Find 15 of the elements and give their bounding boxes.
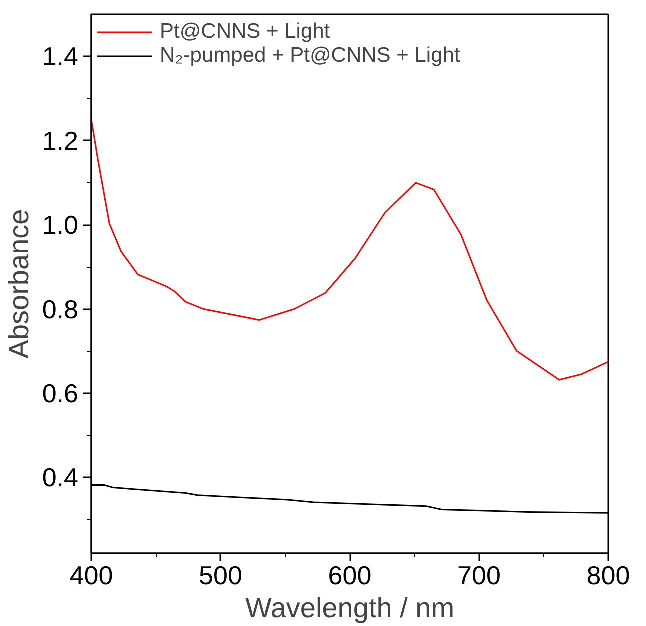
x-tick-label: 600 — [328, 560, 372, 590]
x-tick-label: 500 — [199, 560, 242, 590]
legend-label: Pt@CNNS + Light — [160, 20, 330, 44]
x-axis-title: Wavelength / nm — [245, 592, 455, 624]
y-tick-label: 1.4 — [42, 42, 79, 72]
legend-label: N₂-pumped + Pt@CNNS + Light — [160, 44, 460, 68]
y-tick-label: 1.0 — [42, 210, 79, 240]
y-tick-label: 1.2 — [42, 126, 79, 156]
y-tick-label: 0.4 — [42, 462, 79, 493]
x-tick-label: 800 — [586, 560, 630, 590]
y-tick-label: 0.6 — [42, 378, 79, 408]
y-axis-title: Absorbance — [3, 209, 34, 359]
x-tick-label: 400 — [70, 560, 114, 590]
x-tick-label: 700 — [458, 560, 501, 590]
y-tick-label: 0.8 — [42, 294, 79, 324]
